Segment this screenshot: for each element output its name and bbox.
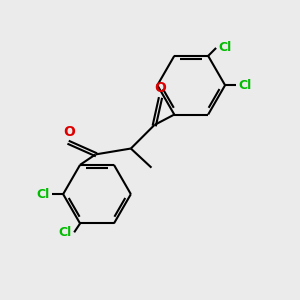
Text: O: O [63,125,75,139]
Text: Cl: Cl [58,226,72,239]
Text: Cl: Cl [238,79,252,92]
Text: O: O [154,81,166,95]
Text: Cl: Cl [36,188,50,201]
Text: Cl: Cl [218,41,232,54]
